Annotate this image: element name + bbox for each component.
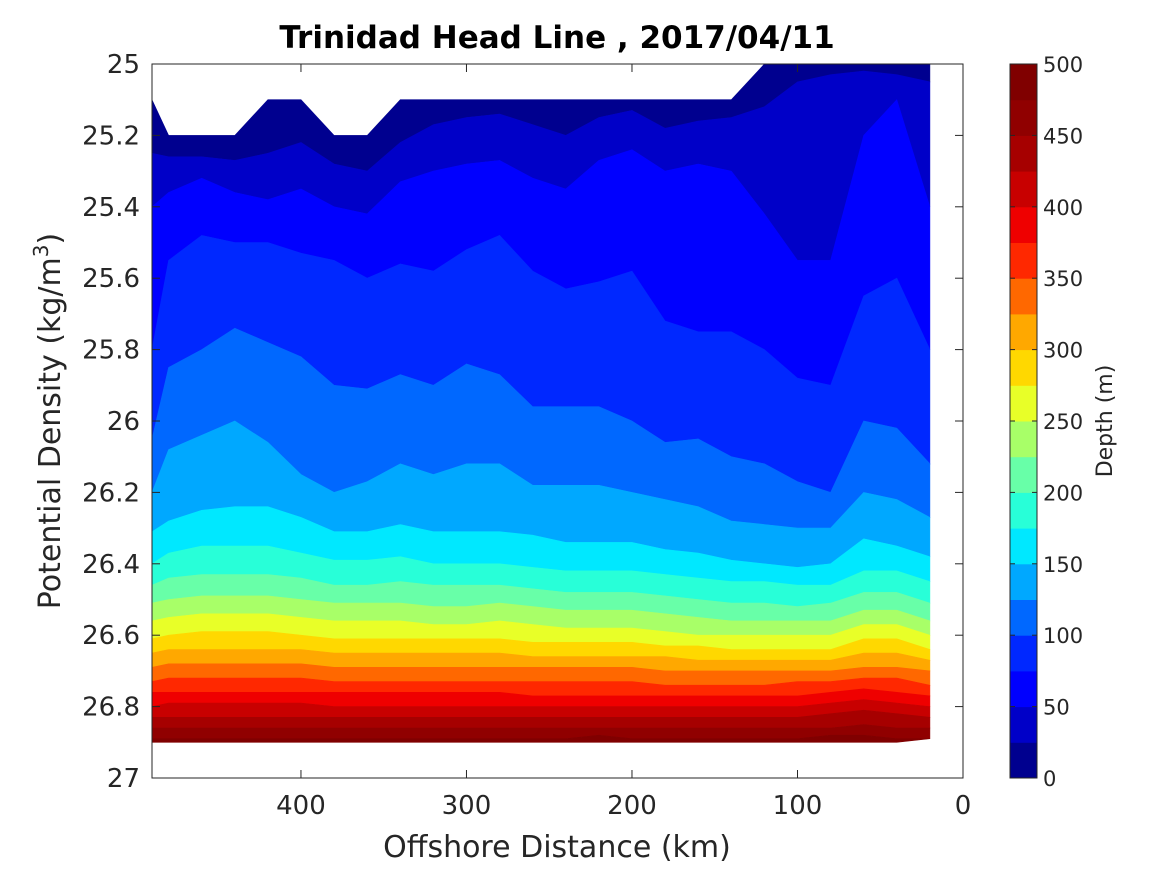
x-tick-label: 200 — [607, 791, 657, 821]
y-tick-label: 25.2 — [82, 121, 140, 151]
colorbar-tick-label: 250 — [1043, 410, 1083, 434]
y-tick-label: 26.2 — [82, 478, 140, 508]
x-tick-label: 100 — [773, 791, 823, 821]
colorbar-swatch — [1010, 563, 1037, 600]
colorbar-tick-label: 400 — [1043, 196, 1083, 220]
colorbar-swatch — [1010, 599, 1037, 636]
y-tick-label: 26.8 — [82, 693, 140, 723]
colorbar-swatch — [1010, 421, 1037, 458]
colorbar-label: Depth (m) — [1093, 365, 1118, 478]
y-tick-label: 27 — [107, 764, 140, 794]
colorbar-swatch — [1010, 278, 1037, 315]
colorbar-swatch — [1010, 635, 1037, 672]
colorbar-tick-label: 100 — [1043, 624, 1083, 648]
colorbar-tick-label: 200 — [1043, 481, 1083, 505]
y-tick-label: 25.6 — [82, 264, 140, 294]
y-tick-label: 26.4 — [82, 550, 140, 580]
colorbar-tick-label: 0 — [1043, 767, 1056, 791]
colorbar-swatch — [1010, 242, 1037, 279]
colorbar-swatch — [1010, 171, 1037, 208]
colorbar-tick-label: 500 — [1043, 53, 1083, 77]
colorbar-swatch — [1010, 135, 1037, 172]
colorbar-swatch — [1010, 492, 1037, 529]
colorbar-swatch — [1010, 456, 1037, 493]
colorbar: 0 50 100 150 200 250 300 350 400 450 500 — [1009, 53, 1083, 791]
colorbar-swatch — [1010, 385, 1037, 422]
colorbar-tick-label: 350 — [1043, 267, 1083, 291]
y-tick-label: 26.6 — [82, 621, 140, 651]
colorbar-swatch — [1010, 349, 1037, 386]
contour-band-475m — [151, 734, 930, 743]
plot-area — [151, 63, 931, 743]
colorbar-swatch — [1010, 528, 1037, 565]
x-axis: 400 300 200 100 0 — [276, 64, 971, 821]
colorbar-swatch — [1010, 742, 1037, 779]
y-axis: 25 25.2 25.4 25.6 25.8 26 26.2 26.4 26.6 26.8 27 — [82, 50, 963, 794]
colorbar-swatch — [1010, 706, 1037, 743]
colorbar-swatch — [1010, 64, 1037, 101]
y-tick-label: 26 — [107, 407, 140, 437]
y-tick-label: 25.8 — [82, 336, 140, 366]
y-tick-label: 25 — [107, 50, 140, 80]
colorbar-tick-label: 450 — [1043, 124, 1083, 148]
colorbar-swatch — [1010, 313, 1037, 351]
x-tick-label: 300 — [442, 791, 492, 821]
y-tick-label: 25.4 — [82, 193, 140, 223]
colorbar-tick-label: 50 — [1043, 696, 1070, 720]
colorbar-tick-label: 150 — [1043, 553, 1083, 577]
x-tick-label: 400 — [276, 791, 326, 821]
x-axis-label: Offshore Distance (km) — [383, 830, 731, 865]
x-tick-label: 0 — [955, 791, 972, 821]
colorbar-swatch — [1010, 206, 1037, 243]
chart-title: Trinidad Head Line , 2017/04/11 — [279, 20, 834, 56]
colorbar-swatch — [1010, 670, 1037, 708]
y-axis-label: Potential Density (kg/m3) — [29, 233, 68, 609]
y-axis-label-superscript: 3 — [29, 244, 53, 257]
colorbar-tick-label: 300 — [1043, 339, 1083, 363]
colorbar-swatch — [1010, 99, 1037, 136]
